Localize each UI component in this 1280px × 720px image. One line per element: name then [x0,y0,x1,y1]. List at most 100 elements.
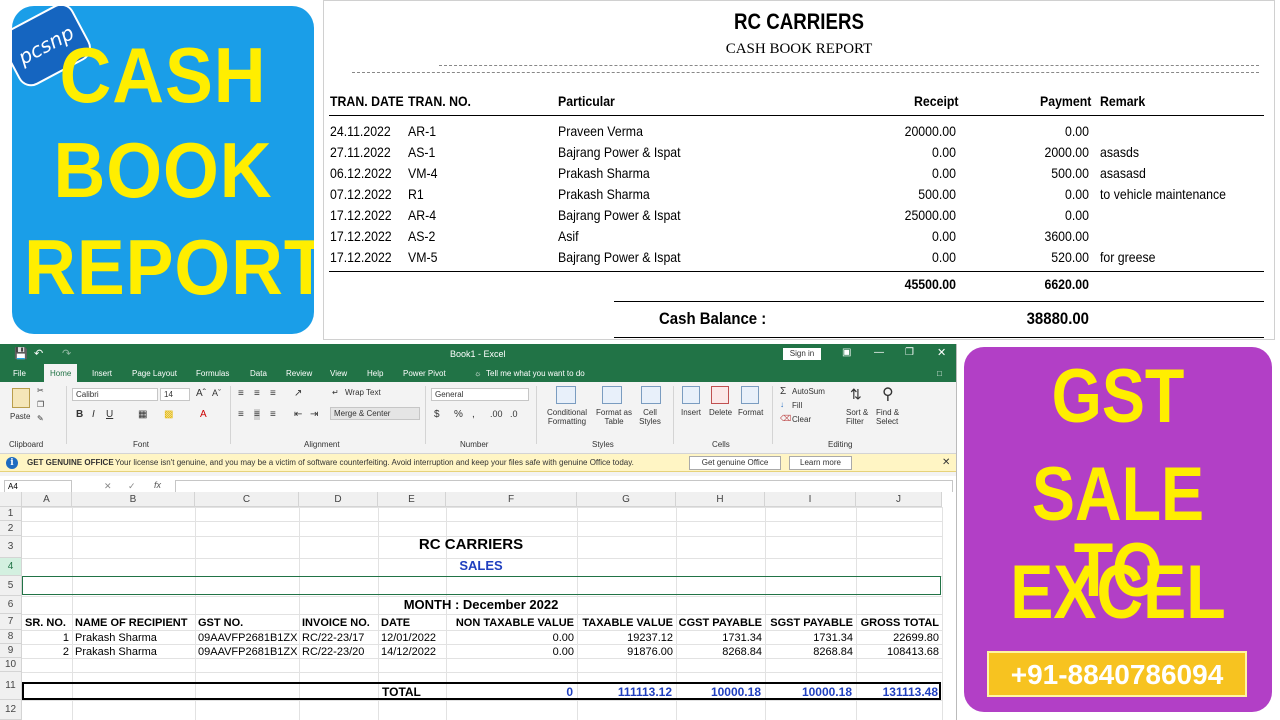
column-header-a[interactable]: A [22,492,72,507]
format-cells-button[interactable]: Format [738,408,764,417]
tab-power-pivot[interactable]: Power Pivot [403,369,446,378]
copy-icon[interactable]: ❐ [37,400,45,409]
orientation-icon[interactable]: ↗ [294,388,303,399]
sheet-data-cell[interactable]: 22699.80 [893,632,939,644]
sheet-total-cell[interactable]: 10000.18 [801,685,852,699]
enter-icon[interactable]: ✓ [128,481,136,491]
row-header-2[interactable]: 2 [0,521,22,536]
bold-icon[interactable]: B [76,409,84,420]
row-header-12[interactable]: 12 [0,700,22,720]
sheet-data-cell[interactable]: 1 [62,632,69,644]
sheet-data-cell[interactable]: 0.00 [552,632,574,644]
format-painter-icon[interactable]: ✎ [37,414,44,423]
autosum-icon[interactable]: Σ [780,386,787,397]
align-left-icon[interactable]: ≡ [238,409,244,420]
sheet-data-cell[interactable]: RC/22-23/17 [302,632,365,644]
paste-icon[interactable] [12,388,30,408]
borders-icon[interactable]: ▦ [138,409,148,420]
format-cells-icon[interactable] [741,386,759,404]
insert-cells-button[interactable]: Insert [681,408,702,417]
align-top-icon[interactable]: ≡ [238,388,244,399]
find-select-button[interactable]: Find & Select [876,408,900,426]
fill-button[interactable]: Fill [792,401,803,410]
fill-color-icon[interactable]: ▩ [164,409,174,420]
column-header-g[interactable]: G [577,492,676,507]
insert-function-button[interactable]: fx [154,480,162,490]
number-format-select[interactable]: General [431,388,529,401]
save-icon[interactable]: 💾 [14,348,28,360]
column-header-c[interactable]: C [195,492,299,507]
sheet-total-cell[interactable]: 10000.18 [710,685,761,699]
format-as-table-icon[interactable] [602,386,622,404]
merge-center-button[interactable]: Merge & Center [330,407,420,420]
sort-filter-button[interactable]: Sort & Filter [846,408,869,426]
increase-indent-icon[interactable]: ⇥ [310,409,319,420]
font-name-select[interactable]: Calibri [72,388,158,401]
column-header-e[interactable]: E [378,492,446,507]
delete-cells-button[interactable]: Delete [709,408,733,417]
tab-data[interactable]: Data [250,369,267,378]
clear-icon[interactable]: ⌫ [780,414,792,423]
sheet-data-cell[interactable]: 14/12/2022 [381,646,437,658]
row-header-4[interactable]: 4 [0,558,22,576]
sheet-data-cell[interactable]: 8268.84 [722,646,762,658]
sheet-data-cell[interactable]: 12/01/2022 [381,632,437,644]
tell-me-search[interactable]: Tell me what you want to do [486,369,585,378]
comments-icon[interactable]: □ [937,369,942,378]
row-header-11[interactable]: 11 [0,672,22,700]
align-bottom-icon[interactable]: ≡ [270,388,276,399]
sheet-data-cell[interactable]: 09AAVFP2681B1ZX [198,646,298,658]
column-header-i[interactable]: I [765,492,856,507]
insert-cells-icon[interactable] [682,386,700,404]
learn-more-button[interactable]: Learn more [789,456,852,470]
increase-decimal-icon[interactable]: .00 [490,409,503,419]
clear-button[interactable]: Clear [792,415,812,424]
restore-icon[interactable]: ❐ [905,347,914,358]
sheet-data-cell[interactable]: 1731.34 [722,632,762,644]
column-header-f[interactable]: F [446,492,577,507]
format-as-table-button[interactable]: Format as Table [595,408,632,426]
tab-formulas[interactable]: Formulas [196,369,230,378]
align-right-icon[interactable]: ≡ [270,409,276,420]
decrease-indent-icon[interactable]: ⇤ [294,409,303,420]
wrap-text-icon[interactable]: ↵ [332,388,339,397]
cut-icon[interactable]: ✂ [37,386,44,395]
sheet-data-cell[interactable]: Prakash Sharma [75,632,157,644]
row-header-7[interactable]: 7 [0,614,22,630]
paste-button[interactable]: Paste [10,412,31,421]
sheet-data-cell[interactable]: 91876.00 [627,646,673,658]
tab-view[interactable]: View [330,369,348,378]
minimize-icon[interactable]: — [874,347,884,358]
row-header-3[interactable]: 3 [0,536,22,558]
wrap-text-button[interactable]: Wrap Text [345,388,381,397]
sheet-total-cell[interactable]: 131113.48 [882,685,938,699]
cancel-icon[interactable]: ✕ [104,481,112,491]
tab-help[interactable]: Help [367,369,384,378]
row-header-8[interactable]: 8 [0,630,22,644]
conditional-formatting-button[interactable]: Conditional Formatting [546,408,588,426]
select-all-corner[interactable] [0,492,22,507]
undo-icon[interactable]: ↶ [34,348,44,360]
sheet-data-cell[interactable]: 108413.68 [887,646,939,658]
autosum-button[interactable]: AutoSum [792,387,825,396]
font-color-icon[interactable]: A [200,409,207,420]
find-icon[interactable]: ⚲ [882,386,894,403]
sheet-data-cell[interactable]: 2 [62,646,69,658]
tab-page-layout[interactable]: Page Layout [132,369,177,378]
delete-cells-icon[interactable] [711,386,729,404]
close-message-icon[interactable]: ✕ [942,457,951,468]
sheet-data-cell[interactable]: 0.00 [552,646,574,658]
underline-icon[interactable]: U [106,409,114,420]
sign-in-button[interactable]: Sign in [783,348,821,360]
sheet-data-cell[interactable]: 19237.12 [627,632,673,644]
align-middle-icon[interactable]: ≡ [254,388,260,399]
close-icon[interactable]: ✕ [937,347,947,359]
conditional-formatting-icon[interactable] [556,386,576,404]
column-header-d[interactable]: D [299,492,378,507]
sheet-data-cell[interactable]: 1731.34 [813,632,853,644]
row-header-9[interactable]: 9 [0,644,22,658]
row-header-6[interactable]: 6 [0,596,22,614]
tab-file[interactable]: File [13,369,26,378]
decrease-font-icon[interactable]: Aˇ [212,388,221,398]
row-header-10[interactable]: 10 [0,658,22,672]
